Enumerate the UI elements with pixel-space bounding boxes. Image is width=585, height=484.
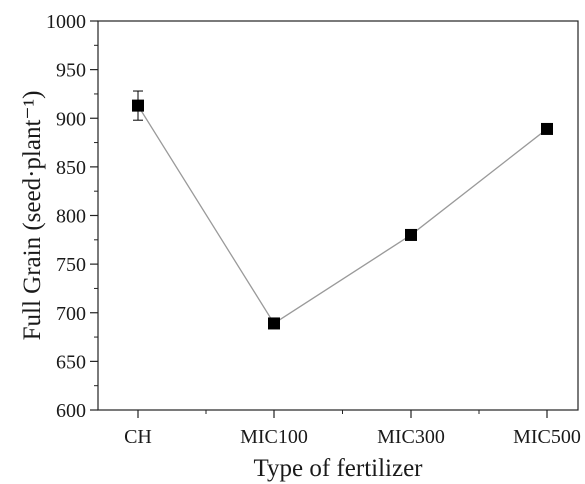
y-tick-label: 650 <box>56 351 86 373</box>
y-tick-label: 950 <box>56 60 86 82</box>
y-tick-label: 900 <box>56 108 86 130</box>
x-tick-label: CH <box>124 426 152 448</box>
x-axis-title: Type of fertilizer <box>254 455 424 482</box>
y-tick-label: 800 <box>56 206 86 228</box>
x-axis-ticks: CH MIC100 MIC300 MIC500 <box>124 410 581 448</box>
x-tick-label: MIC100 <box>240 426 308 448</box>
data-point <box>132 99 144 112</box>
x-tick-label: MIC300 <box>377 426 445 448</box>
series-group <box>132 90 553 330</box>
y-tick-label: 600 <box>56 400 86 422</box>
data-point <box>268 317 280 330</box>
y-axis-ticks: 600 650 700 750 800 850 900 950 1000 <box>46 11 98 422</box>
y-tick-label: 750 <box>56 254 86 276</box>
data-point <box>541 122 553 135</box>
data-point <box>405 228 417 241</box>
y-tick-label: 1000 <box>46 11 86 33</box>
series-line <box>137 105 548 325</box>
y-tick-label: 700 <box>56 303 86 325</box>
x-tick-label: MIC500 <box>513 426 581 448</box>
y-tick-label: 850 <box>56 157 86 179</box>
y-axis-title: Full Grain (seed·plant⁻¹) <box>19 91 46 341</box>
plot-frame <box>97 20 579 411</box>
